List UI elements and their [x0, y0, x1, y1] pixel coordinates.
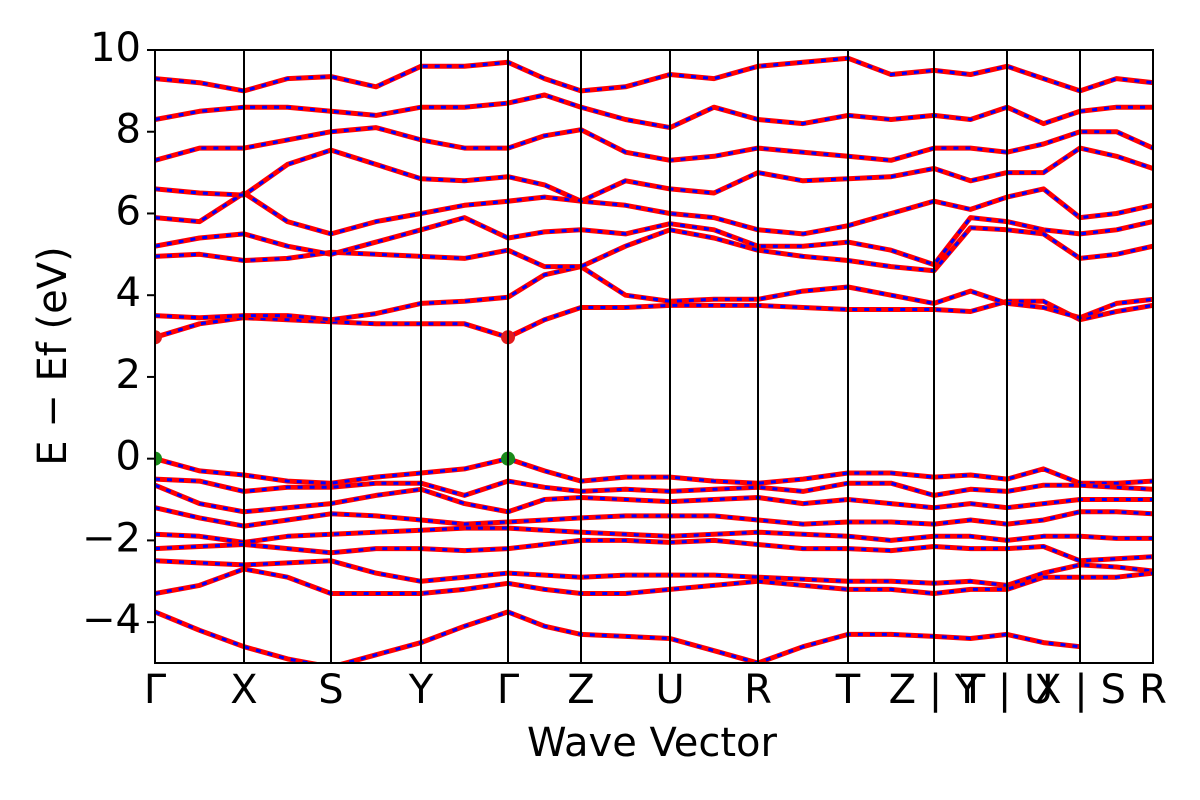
band-line — [155, 456, 1153, 486]
x-tick-label: Z — [567, 667, 594, 713]
x-tick-label: X | S — [1034, 667, 1126, 713]
band-line — [155, 264, 1153, 323]
band-line-dashed — [155, 264, 1153, 322]
y-tick-label: −4 — [82, 597, 141, 643]
x-tick-label: R — [744, 667, 772, 713]
x-tick-label: S — [318, 667, 343, 713]
x-tick-label: Γ — [497, 667, 520, 713]
plot-frame — [154, 49, 1154, 664]
x-tick-label: U — [655, 667, 684, 713]
y-tick-label: −2 — [82, 515, 141, 561]
band-line — [155, 125, 1153, 163]
y-axis-label: E − Ef (eV) — [30, 246, 76, 465]
band-line-dashed — [155, 610, 1081, 663]
y-tick-label: 8 — [116, 107, 141, 153]
x-tick-label: Γ — [144, 667, 167, 713]
x-tick-label: R — [1139, 667, 1167, 713]
band-edge-marker — [155, 330, 162, 345]
y-tick-label: 4 — [116, 270, 141, 316]
band-edge-marker — [155, 451, 162, 466]
band-line — [155, 92, 1153, 131]
plot-area — [155, 55, 1153, 663]
y-tick-label: 6 — [116, 188, 141, 234]
y-tick-label: 10 — [90, 25, 141, 71]
x-tick-label: T — [835, 667, 861, 713]
y-tick-label: 0 — [116, 434, 141, 480]
x-tick-label: X — [230, 667, 257, 713]
band-line — [155, 55, 1153, 94]
axes: Γ X S Y Γ Z U R T Z | YT | UX | S R −4 −2 0 2 4 6 8 10 — [82, 25, 1167, 713]
y-tick-label: 2 — [116, 352, 141, 398]
x-axis-label: Wave Vector — [527, 720, 778, 766]
x-tick-label: Y — [408, 667, 434, 713]
x-tick-label: Z | Y — [889, 667, 980, 713]
band-line-dashed — [155, 56, 1153, 93]
x-tick-label: T | U — [960, 667, 1054, 713]
band-line — [155, 537, 1153, 564]
